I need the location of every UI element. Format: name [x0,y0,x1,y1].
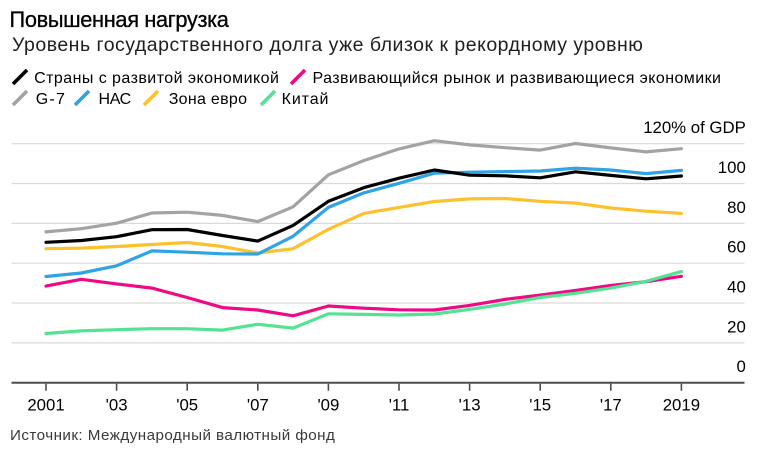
svg-text:0: 0 [736,357,745,376]
svg-text:'07: '07 [247,396,269,415]
svg-text:'03: '03 [106,396,128,415]
svg-text:'13: '13 [459,396,481,415]
svg-text:2019: 2019 [663,396,700,415]
svg-text:100: 100 [718,158,746,177]
svg-text:60: 60 [727,238,746,257]
svg-text:40: 40 [727,277,746,296]
svg-text:20: 20 [727,317,746,336]
svg-text:2001: 2001 [27,396,64,415]
svg-text:'11: '11 [389,396,410,415]
svg-text:'17: '17 [600,396,622,415]
svg-text:'15: '15 [529,396,551,415]
svg-text:'09: '09 [317,396,339,415]
svg-text:80: 80 [727,198,746,217]
svg-text:120% of GDP: 120% of GDP [643,118,746,137]
svg-text:'05: '05 [176,396,198,415]
